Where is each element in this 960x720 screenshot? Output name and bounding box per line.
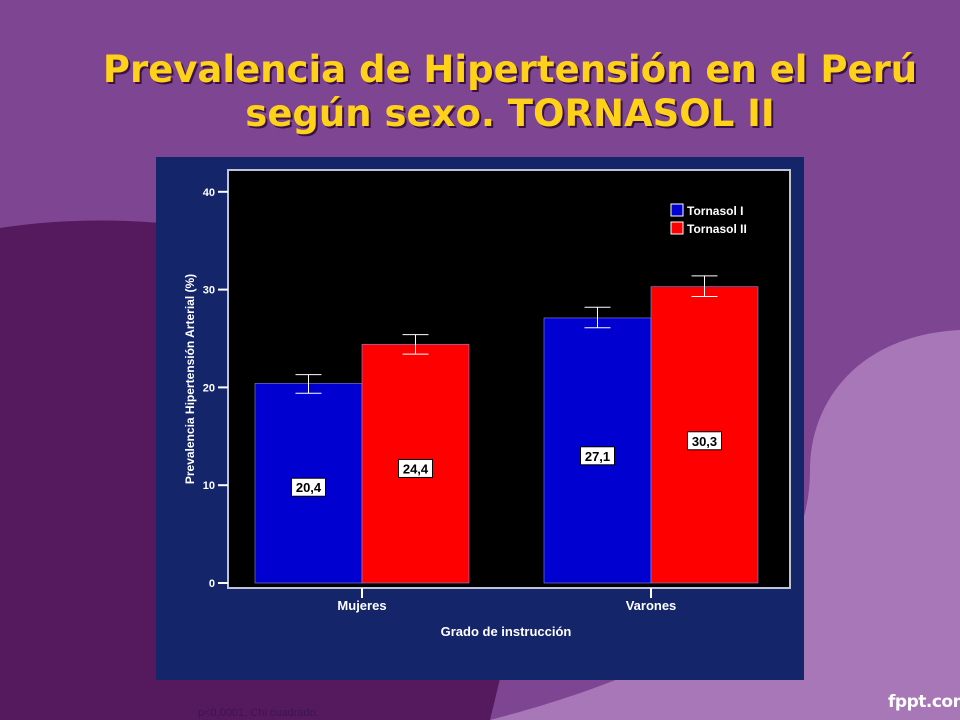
y-tick-label: 0	[209, 578, 215, 590]
bar-chart: 0 10 20 30 40 20,4 24,4 27,1 30,3 Mujeres Varone…	[183, 169, 791, 639]
data-label: 24,4	[403, 461, 429, 476]
data-label: 20,4	[296, 480, 322, 495]
y-tick-label: 40	[203, 187, 215, 199]
data-label-box	[291, 477, 326, 497]
slide-title-line1: Prevalencia de Hipertensión en el Perú	[102, 48, 918, 91]
data-label: 27,1	[585, 449, 610, 464]
x-tick-label: Mujeres	[337, 598, 386, 613]
legend: Tornasol I Tornasol II	[670, 203, 747, 236]
y-tick-label: 20	[203, 382, 215, 394]
x-tick-label: Varones	[626, 598, 677, 613]
error-bars	[295, 275, 718, 394]
y-axis-label: Prevalencia Hipertensión Arterial (%)	[183, 274, 197, 484]
data-label: 30,3	[692, 434, 717, 449]
legend-label: Tornasol II	[687, 222, 747, 236]
value-labels: 20,4 24,4 27,1 30,3	[291, 431, 722, 497]
legend-label: Tornasol I	[687, 204, 743, 218]
x-axis-label: Grado de instrucción	[441, 624, 572, 639]
legend-swatch	[670, 203, 684, 217]
legend-swatch	[670, 221, 684, 235]
data-label-box	[580, 446, 615, 466]
y-tick-label: 30	[203, 285, 215, 297]
y-axis: 0 10 20 30 40	[203, 187, 228, 590]
slide-title-line2: según sexo. TORNASOL II	[245, 92, 775, 135]
data-label-box	[687, 431, 722, 451]
y-tick-label: 10	[203, 480, 215, 492]
footnote: p<0,0001, Chi cuadrado.	[198, 707, 319, 719]
data-label-box	[398, 458, 433, 478]
chart-panel: 0 10 20 30 40 20,4 24,4 27,1 30,3 Mujeres Varone…	[156, 157, 804, 680]
slide-title: Prevalencia de Hipertensión en el Perú s…	[60, 48, 960, 136]
watermark-logo: fppt.com	[888, 692, 960, 712]
x-axis: Mujeres Varones	[337, 588, 676, 613]
